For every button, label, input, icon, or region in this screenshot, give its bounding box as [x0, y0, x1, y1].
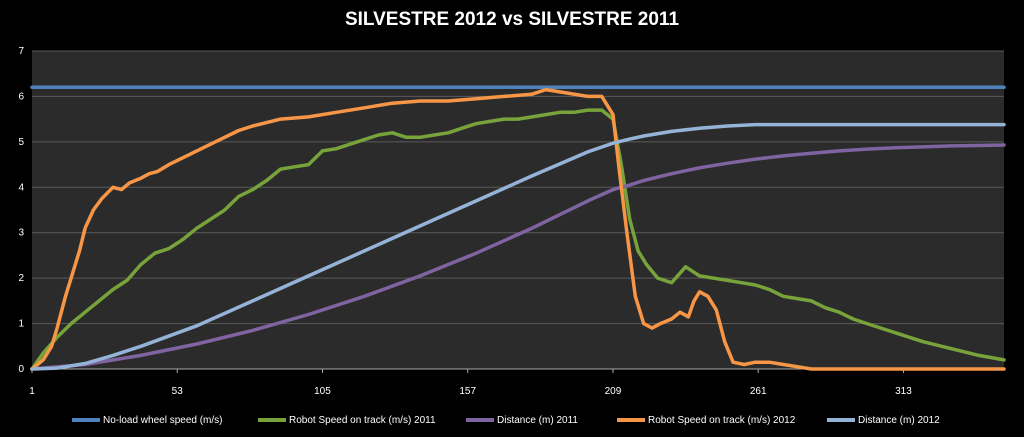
y-tick-label: 7 [18, 46, 24, 57]
chart-title: SILVESTRE 2012 vs SILVESTRE 2011 [344, 9, 680, 30]
legend-swatch [827, 418, 855, 422]
legend-item-0: No-load wheel speed (m/s) [72, 410, 223, 430]
legend-label: Distance (m) 2011 [497, 414, 578, 426]
legend-swatch [617, 418, 645, 422]
legend-label: No-load wheel speed (m/s) [103, 414, 223, 426]
x-tick-label: 261 [750, 386, 767, 397]
series-line-3 [30, 87, 1006, 371]
chart-legend: No-load wheel speed (m/s) Robot Speed on … [0, 410, 1024, 430]
legend-label: Robot Speed on track (m/s) 2012 [648, 414, 796, 426]
x-tick-label: 157 [459, 386, 476, 397]
x-tick-label: 1 [29, 386, 35, 397]
y-tick-label: 6 [18, 91, 24, 102]
y-tick-label: 2 [18, 273, 24, 284]
series-line-4 [30, 122, 1006, 371]
x-tick-label: 53 [172, 386, 184, 397]
legend-swatch [258, 418, 286, 422]
y-tick-label: 4 [18, 182, 24, 193]
x-tick-label: 313 [895, 386, 912, 397]
legend-item-1: Robot Speed on track (m/s) 2011 [258, 410, 436, 430]
plot-area [32, 51, 1004, 369]
legend-item-2: Distance (m) 2011 [466, 410, 578, 430]
legend-item-3: Robot Speed on track (m/s) 2012 [617, 410, 795, 430]
legend-label: Distance (m) 2012 [858, 414, 940, 426]
y-tick-label: 0 [18, 364, 24, 375]
series-line-2 [30, 143, 1006, 371]
y-tick-label: 5 [18, 137, 24, 148]
y-tick-label: 3 [18, 228, 24, 239]
legend-swatch [72, 418, 100, 422]
x-tick-label: 105 [314, 386, 331, 397]
y-tick-label: 1 [18, 319, 24, 330]
series-line-1 [30, 108, 1006, 371]
legend-swatch [466, 418, 494, 422]
x-tick-label: 209 [605, 386, 622, 397]
series-lines [30, 85, 1006, 371]
legend-label: Robot Speed on track (m/s) 2011 [289, 414, 436, 426]
legend-item-4: Distance (m) 2012 [827, 410, 940, 430]
